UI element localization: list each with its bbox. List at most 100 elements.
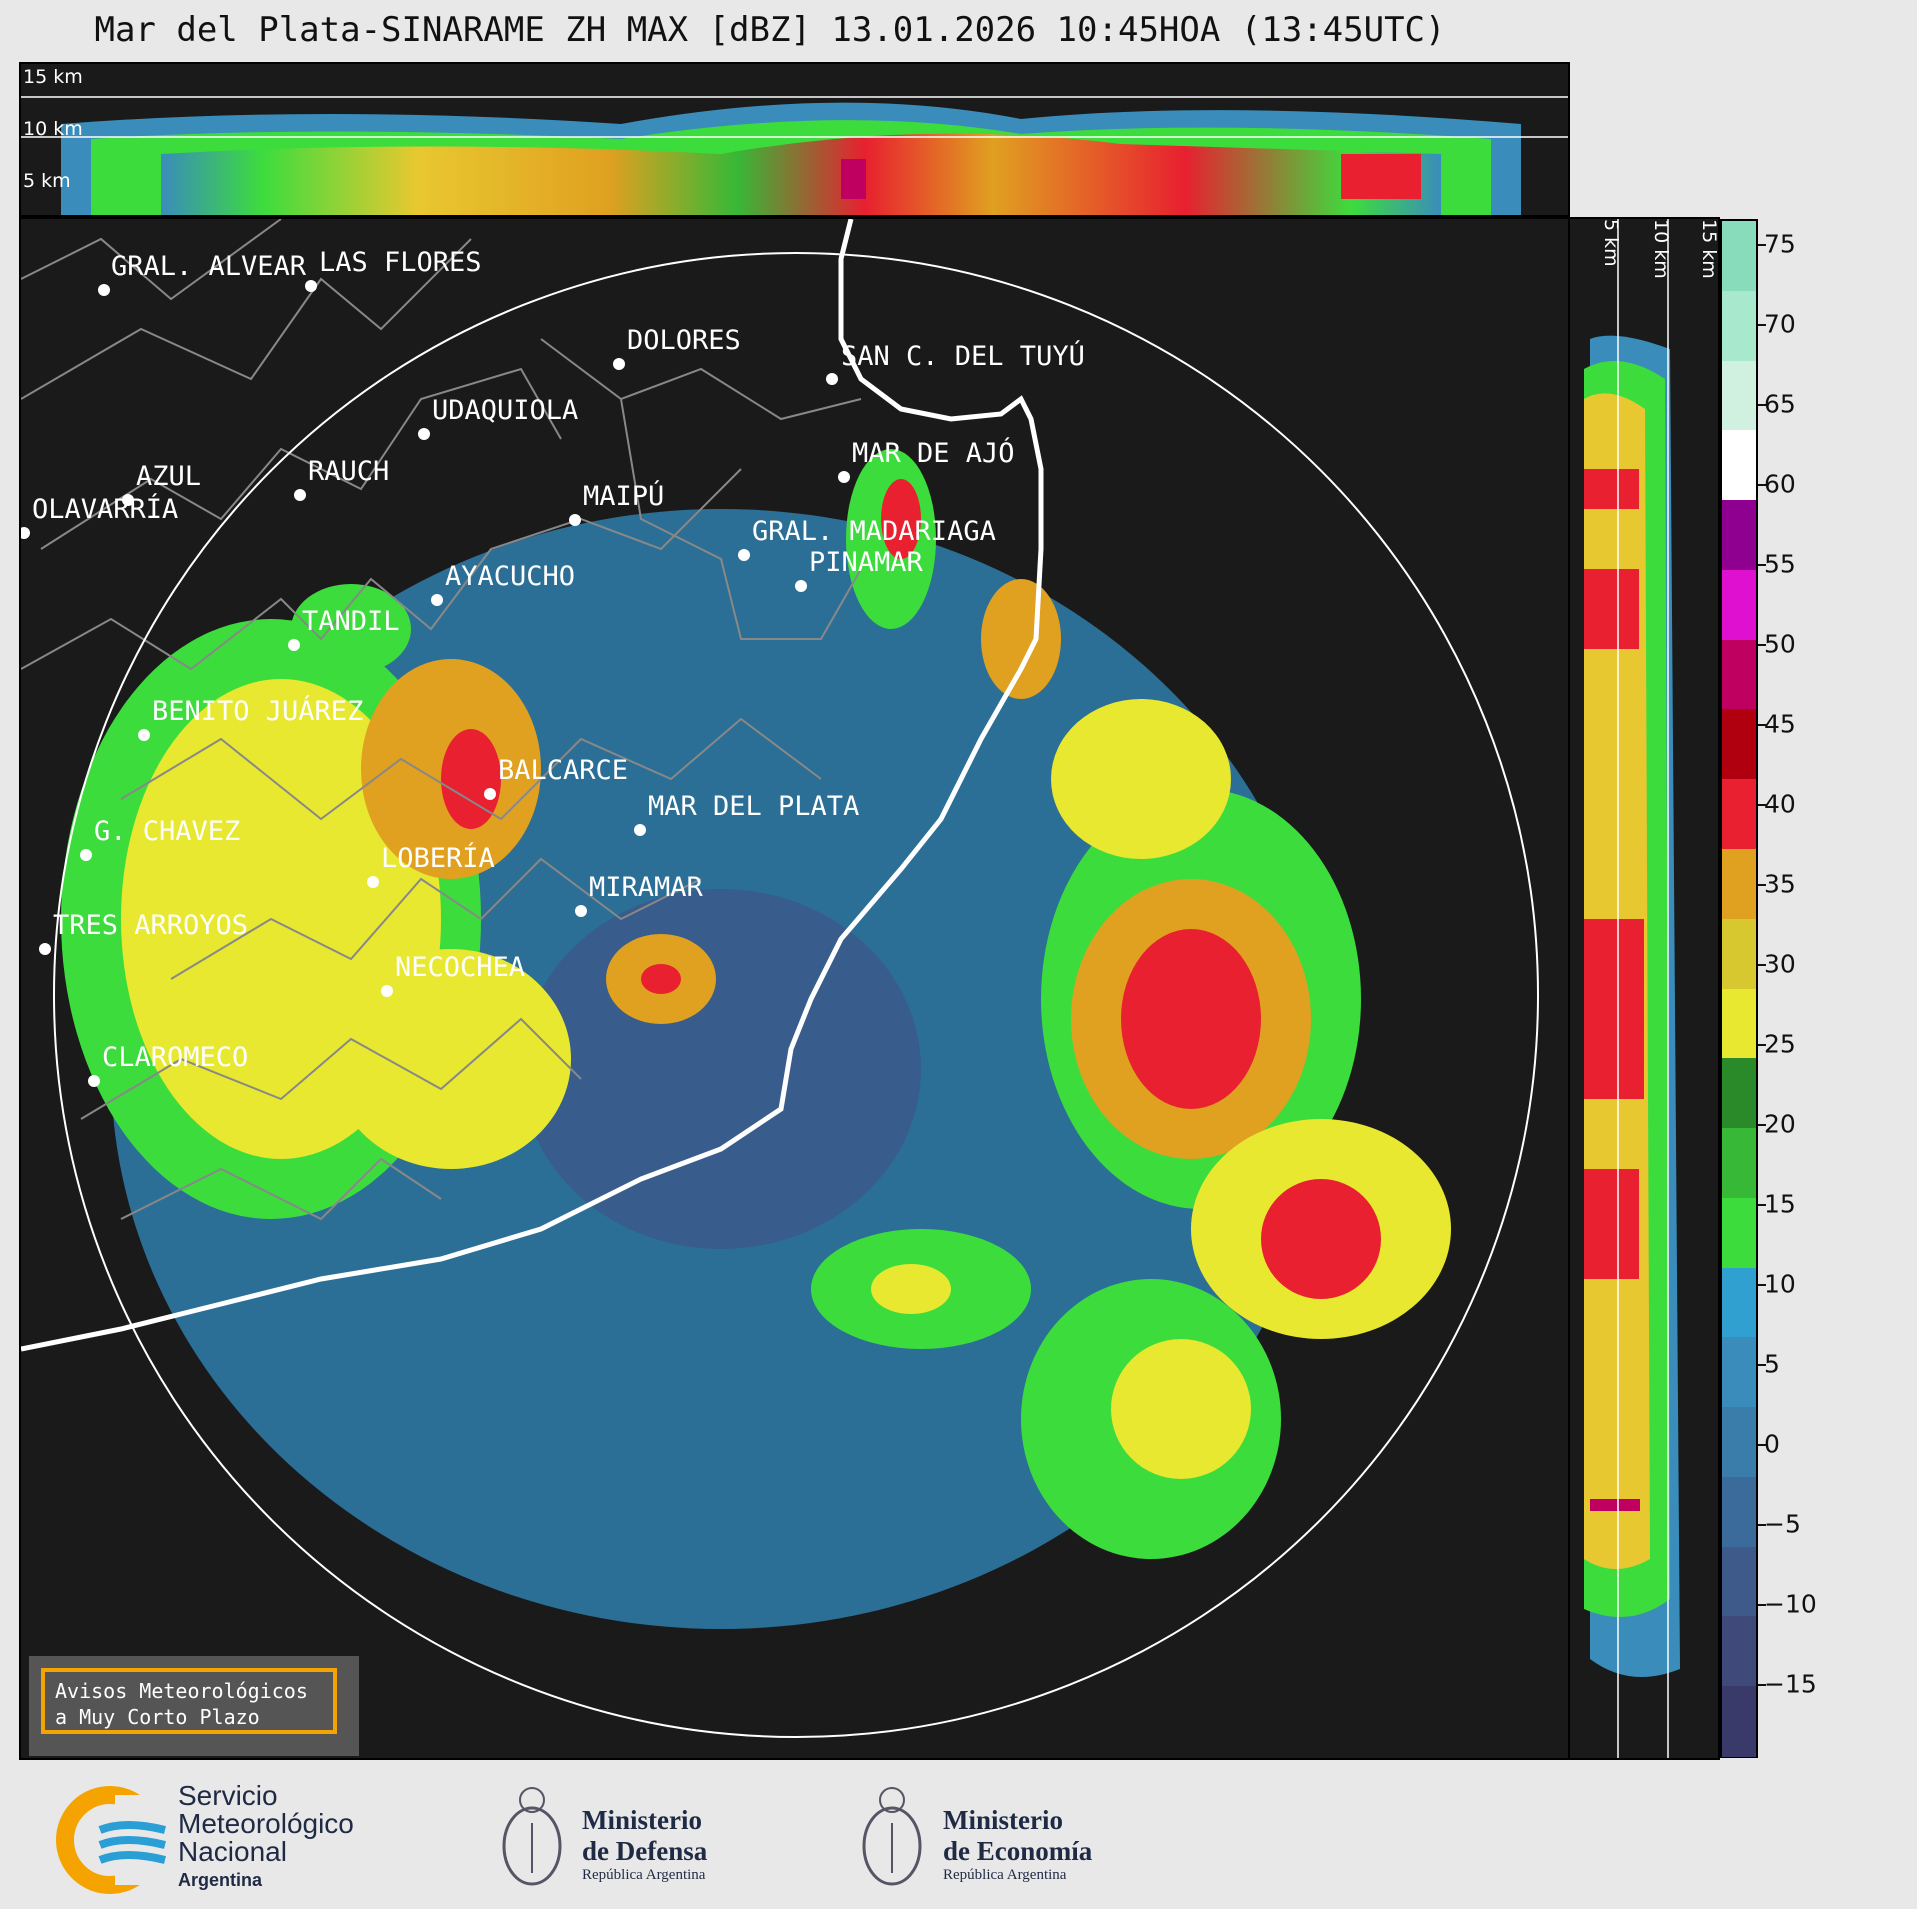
alert-box[interactable]: Avisos Meteorológicos a Muy Corto Plazo <box>29 1656 359 1756</box>
smn-line-1: Servicio <box>178 1780 278 1811</box>
colorbar-tick-mark <box>1758 404 1766 406</box>
city-label: NECOCHEA <box>395 952 525 983</box>
city-label: BENITO JUÁREZ <box>152 695 363 727</box>
colorbar-tick-mark <box>1758 324 1766 326</box>
colorbar-band <box>1722 988 1756 1060</box>
colorbar-band <box>1722 1407 1756 1478</box>
top-cross-section-echo <box>21 96 1568 215</box>
colorbar-tick-mark <box>1758 1204 1766 1206</box>
colorbar-band <box>1722 1128 1756 1199</box>
city-marker <box>80 849 92 861</box>
economia-line-3: República Argentina <box>943 1867 1067 1883</box>
top-height-label-10: 10 km <box>23 118 83 140</box>
colorbar-band <box>1722 1686 1756 1757</box>
city-label: AYACUCHO <box>445 561 575 592</box>
colorbar-band <box>1722 639 1756 711</box>
city-marker <box>484 788 496 800</box>
smn-line-2: Meteorológico <box>178 1808 354 1839</box>
top-height-label-15: 15 km <box>23 66 83 88</box>
colorbar-band <box>1722 1197 1756 1269</box>
top-cross-section-panel: 15 km 10 km 5 km <box>19 62 1570 217</box>
city-marker <box>795 580 807 592</box>
city-label: MIRAMAR <box>589 872 704 903</box>
colorbar-tick-label: 5 <box>1764 1349 1780 1379</box>
city-label: BALCARCE <box>498 755 628 786</box>
city-label: GRAL. MADARIAGA <box>752 516 996 547</box>
colorbar-tick-label: 35 <box>1764 869 1796 899</box>
defensa-seal-icon <box>502 1787 562 1886</box>
city-marker <box>738 549 750 561</box>
city-label: G. CHAVEZ <box>94 816 240 847</box>
colorbar-tick-mark <box>1758 564 1766 566</box>
city-marker <box>288 639 300 651</box>
colorbar-tick-mark <box>1758 804 1766 806</box>
smn-logo-text: Servicio Meteorológico Nacional Argentin… <box>178 1782 354 1894</box>
city-marker <box>367 876 379 888</box>
smn-line-3: Nacional <box>178 1836 287 1867</box>
colorbar-tick-mark <box>1758 1284 1766 1286</box>
colorbar-tick-mark <box>1758 644 1766 646</box>
city-label: OLAVARRÍA <box>32 493 178 525</box>
colorbar-tick-mark <box>1758 1444 1766 1446</box>
colorbar-tick-label: 55 <box>1764 549 1796 579</box>
alert-line-1: Avisos Meteorológicos <box>55 1679 308 1703</box>
colorbar-tick-label: −5 <box>1764 1509 1801 1539</box>
colorbar-band <box>1722 1546 1756 1618</box>
city-marker <box>838 471 850 483</box>
colorbar-tick-label: 60 <box>1764 469 1796 499</box>
city-label: MAR DE AJÓ <box>852 437 1015 469</box>
radar-map: GRAL. ALVEAR LAS FLORES DOLORES SAN C. DEL … <box>21 219 1539 1738</box>
side-height-label-15: 15 km <box>1698 219 1720 279</box>
colorbar-tick-label: 70 <box>1764 309 1796 339</box>
colorbar-tick-label: 45 <box>1764 709 1796 739</box>
colorbar-tick-mark <box>1758 1124 1766 1126</box>
colorbar-tick-label: 0 <box>1764 1429 1780 1459</box>
colorbar-band <box>1722 1058 1756 1130</box>
city-label: DOLORES <box>627 325 741 356</box>
city-label: MAR DEL PLATA <box>648 791 859 822</box>
colorbar-tick-label: −10 <box>1764 1589 1817 1619</box>
city-marker <box>569 514 581 526</box>
colorbar-band <box>1722 569 1756 641</box>
footer: Servicio Meteorológico Nacional Argentin… <box>0 1760 1917 1909</box>
coastline <box>21 219 1044 1352</box>
city-label: PINAMAR <box>809 547 924 578</box>
colorbar-tick-label: 75 <box>1764 229 1796 259</box>
colorbar-tick-label: 50 <box>1764 629 1796 659</box>
city-marker <box>294 489 306 501</box>
city-marker <box>21 527 30 539</box>
range-ring <box>53 252 1539 1738</box>
city-label: LOBERÍA <box>381 842 495 874</box>
city-label: MAIPÚ <box>583 480 664 512</box>
colorbar-band <box>1722 709 1756 781</box>
colorbar-band <box>1722 918 1756 990</box>
city-marker <box>381 985 393 997</box>
economia-logo-text: Ministerio de Economía República Argenti… <box>943 1805 1092 1884</box>
alert-line-2: a Muy Corto Plazo <box>55 1705 260 1729</box>
city-marker <box>305 280 317 292</box>
city-marker <box>122 494 134 506</box>
colorbar-band <box>1722 1476 1756 1548</box>
city-label: GRAL. ALVEAR <box>111 251 307 282</box>
colorbar-tick-mark <box>1758 1604 1766 1606</box>
city-layer: GRAL. ALVEAR LAS FLORES DOLORES SAN C. DEL … <box>21 247 1085 1087</box>
city-marker <box>88 1075 100 1087</box>
colorbar-band <box>1722 290 1756 362</box>
city-marker <box>418 428 430 440</box>
city-marker <box>613 358 625 370</box>
reflectivity-colorbar <box>1720 219 1758 1758</box>
colorbar-tick-label: 20 <box>1764 1109 1796 1139</box>
city-label: TANDIL <box>302 606 400 637</box>
city-marker <box>138 729 150 741</box>
city-label: RAUCH <box>308 456 389 487</box>
colorbar-tick-label: 15 <box>1764 1189 1796 1219</box>
city-marker <box>431 594 443 606</box>
colorbar-band <box>1722 1337 1756 1409</box>
defensa-line-1: Ministerio <box>582 1805 702 1835</box>
city-marker <box>98 284 110 296</box>
colorbar-band <box>1722 779 1756 850</box>
economia-seal-icon <box>862 1787 922 1886</box>
defensa-line-2: de Defensa <box>582 1836 708 1866</box>
smn-logo-icon <box>56 1786 175 1894</box>
alert-inner: Avisos Meteorológicos a Muy Corto Plazo <box>41 1668 337 1734</box>
